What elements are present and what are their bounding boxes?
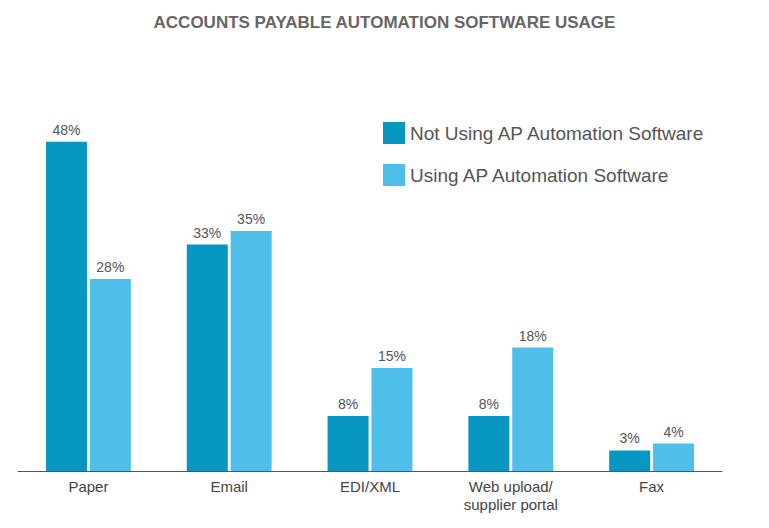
svg-text:Not Using AP Automation Softwa: Not Using AP Automation Software [410,123,703,144]
svg-text:EDI/XML: EDI/XML [340,478,400,495]
svg-text:35%: 35% [237,211,265,227]
svg-text:Using AP Automation Software: Using AP Automation Software [410,165,668,186]
svg-text:28%: 28% [96,259,124,275]
svg-text:48%: 48% [52,122,80,138]
svg-text:supplier portal: supplier portal [464,496,558,513]
svg-text:3%: 3% [620,430,640,446]
svg-text:15%: 15% [378,348,406,364]
svg-text:Web upload/: Web upload/ [469,478,554,495]
svg-text:8%: 8% [338,396,358,412]
svg-text:Fax: Fax [639,478,665,495]
svg-text:Paper: Paper [68,478,108,495]
svg-text:ACCOUNTS PAYABLE AUTOMATION SO: ACCOUNTS PAYABLE AUTOMATION SOFTWARE USA… [154,13,616,32]
svg-text:8%: 8% [479,396,499,412]
svg-text:18%: 18% [519,328,547,344]
svg-text:4%: 4% [663,424,683,440]
svg-text:33%: 33% [193,225,221,241]
svg-text:Email: Email [210,478,248,495]
